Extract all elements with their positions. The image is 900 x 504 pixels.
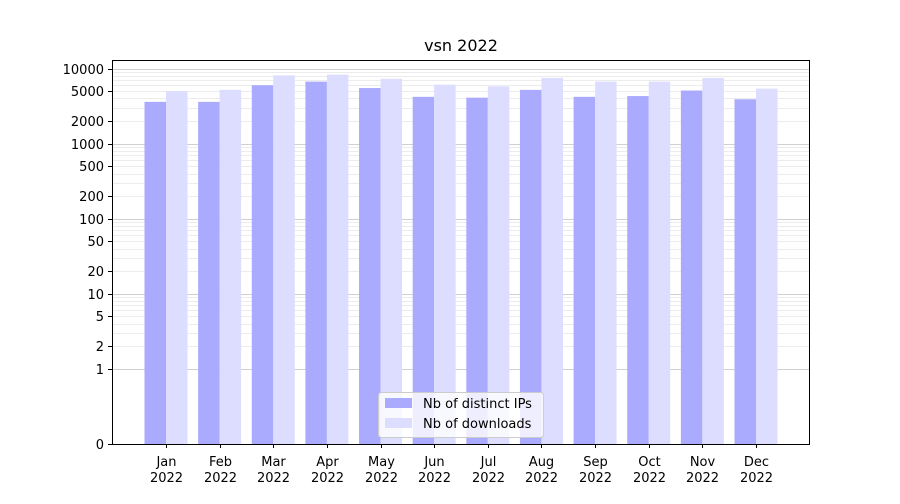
x-tick-label-year: 2022 [257, 471, 290, 486]
x-tick-label-year: 2022 [150, 471, 183, 486]
y-tick-label: 2000 [71, 115, 104, 130]
bar-downloads [219, 89, 242, 444]
bars [144, 74, 778, 445]
y-tick-label: 10 [87, 288, 104, 303]
x-tick-label-year: 2022 [418, 471, 451, 486]
x-axis: Jan2022Feb2022Mar2022Apr2022May2022Jun20… [150, 444, 773, 486]
x-tick-label-month: Jul [480, 455, 497, 470]
bar-downloads [648, 81, 671, 444]
x-tick-label-month: May [368, 455, 395, 470]
x-tick-label-month: Feb [209, 455, 232, 470]
bar-distinct-ips [573, 96, 596, 444]
x-tick-label-year: 2022 [686, 471, 719, 486]
x-tick-label-year: 2022 [472, 471, 505, 486]
x-tick-label-year: 2022 [204, 471, 237, 486]
bar-distinct-ips [627, 96, 649, 444]
bar-downloads [273, 75, 295, 445]
legend: Nb of distinct IPs Nb of downloads [378, 392, 544, 438]
x-tick-label-month: Sep [583, 455, 608, 470]
bar-distinct-ips [412, 96, 435, 444]
bar-downloads [487, 86, 510, 444]
x-tick-label-month: Jun [423, 455, 444, 470]
bar-downloads [702, 77, 724, 444]
bar-downloads [434, 84, 456, 444]
plot-frame [112, 60, 810, 445]
y-tick-label: 200 [79, 190, 104, 205]
y-tick-label: 500 [79, 160, 104, 175]
bar-distinct-ips [519, 89, 542, 444]
bar-downloads [326, 74, 349, 444]
bar-distinct-ips [305, 81, 327, 444]
y-tick-label: 5000 [71, 85, 104, 100]
x-tick-label-year: 2022 [311, 471, 344, 486]
y-tick-label: 1 [96, 363, 104, 378]
chart-title: vsn 2022 [424, 36, 498, 55]
x-tick-label-year: 2022 [525, 471, 558, 486]
bar-distinct-ips [251, 85, 274, 444]
y-tick-label: 10000 [63, 63, 104, 78]
bar-distinct-ips [734, 99, 756, 444]
y-axis: 0 1 2 5 10 20 50 100 200 500 1000 2000 5000 10000 [63, 63, 112, 453]
x-tick-label-month: Nov [690, 455, 716, 470]
y-tick-label: 20 [87, 265, 104, 280]
bar-distinct-ips [359, 88, 381, 445]
x-tick-label-month: Dec [744, 455, 769, 470]
legend-box [378, 392, 544, 438]
bar-distinct-ips [198, 101, 220, 445]
x-tick-label-year: 2022 [579, 471, 612, 486]
y-tick-label: 100 [79, 213, 104, 228]
bar-downloads [756, 88, 778, 444]
bar-distinct-ips [680, 90, 703, 444]
x-tick-label-year: 2022 [740, 471, 773, 486]
x-tick-label-month: Aug [529, 455, 554, 470]
y-tick-label: 5 [96, 310, 104, 325]
x-tick-label-year: 2022 [365, 471, 398, 486]
bar-downloads [595, 81, 617, 444]
legend-label: Nb of distinct IPs [423, 397, 532, 412]
legend-label: Nb of downloads [423, 417, 532, 432]
y-tick-label: 0 [96, 438, 104, 453]
bar-distinct-ips [466, 97, 488, 445]
bar-distinct-ips [144, 101, 166, 445]
x-tick-label-month: Jan [155, 455, 176, 470]
bar-downloads [380, 78, 403, 445]
legend-swatch [385, 398, 412, 408]
y-tick-label: 2 [96, 340, 104, 355]
y-tick-label: 1000 [71, 138, 104, 153]
bar-downloads [541, 77, 563, 444]
x-tick-label-year: 2022 [633, 471, 666, 486]
y-tick-label: 50 [87, 235, 104, 250]
bar-downloads [166, 91, 188, 445]
x-tick-label-month: Oct [638, 455, 660, 470]
x-tick-label-month: Apr [316, 455, 339, 470]
legend-swatch [385, 418, 412, 428]
x-tick-label-month: Mar [261, 455, 286, 470]
